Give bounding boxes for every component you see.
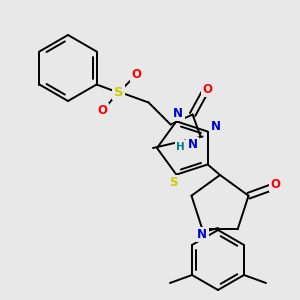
Text: O: O [98, 104, 108, 117]
Text: N: N [197, 228, 207, 241]
Text: N: N [173, 107, 183, 120]
Text: O: O [132, 68, 142, 81]
Text: S: S [169, 176, 178, 189]
Text: O: O [202, 83, 213, 96]
Text: O: O [271, 178, 281, 191]
Text: H: H [176, 142, 185, 152]
Text: S: S [114, 86, 123, 99]
Text: N: N [188, 138, 198, 151]
Text: N: N [211, 120, 221, 133]
